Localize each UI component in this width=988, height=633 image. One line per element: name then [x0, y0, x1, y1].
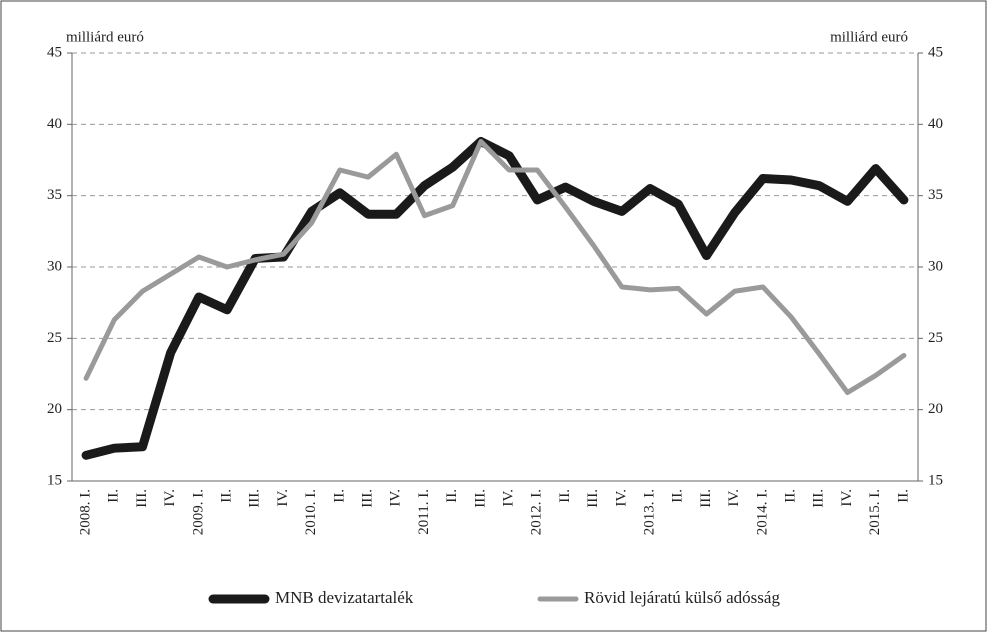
x-tick-label: II. [783, 489, 799, 503]
y-tick-label: 40 [47, 116, 62, 132]
y-tick-label: 45 [47, 44, 62, 60]
x-tick-label: II. [670, 489, 686, 503]
series-line [81, 136, 909, 460]
y2-tick-label: 15 [928, 472, 943, 488]
x-tick-label: IV. [501, 489, 517, 507]
x-tick-label: II. [444, 489, 460, 503]
y2-tick-label: 20 [928, 401, 943, 417]
x-tick-label: IV. [839, 489, 855, 507]
y-tick-label: 25 [47, 330, 62, 346]
y2-axis-label: milliárd euró [830, 29, 908, 45]
x-tick-label: III. [134, 489, 150, 508]
x-tick-label: III. [811, 489, 827, 508]
y2-tick-label: 35 [928, 187, 943, 203]
x-tick-label: 2015. I. [867, 489, 883, 535]
x-tick-label: II. [331, 489, 347, 503]
x-tick-label: 2014. I. [754, 489, 770, 535]
y-axis-label: milliárd euró [66, 29, 144, 45]
x-tick-label: 2012. I. [529, 489, 545, 535]
x-tick-label: II. [106, 489, 122, 503]
x-tick-label: II. [895, 489, 911, 503]
x-tick-label: III. [585, 489, 601, 508]
x-tick-label: 2009. I. [190, 489, 206, 535]
x-tick-label: IV. [388, 489, 404, 507]
y-tick-label: 30 [47, 258, 62, 274]
x-tick-label: IV. [613, 489, 629, 507]
x-tick-label: III. [698, 489, 714, 508]
x-tick-label: IV. [275, 489, 291, 507]
y-tick-label: 15 [47, 472, 62, 488]
x-tick-label: 2008. I. [78, 489, 94, 535]
x-tick-label: III. [360, 489, 376, 508]
x-tick-label: II. [219, 489, 235, 503]
x-tick-label: IV. [726, 489, 742, 507]
y-tick-label: 35 [47, 187, 62, 203]
x-tick-label: 2013. I. [642, 489, 658, 535]
legend-label: MNB devizatartalék [275, 588, 414, 607]
y2-tick-label: 40 [928, 116, 943, 132]
x-tick-label: III. [247, 489, 263, 508]
y2-tick-label: 45 [928, 44, 943, 60]
x-tick-label: II. [557, 489, 573, 503]
legend-label: Rövid lejáratú külső adósság [584, 588, 780, 607]
x-tick-label: 2010. I. [303, 489, 319, 535]
x-tick-label: IV. [162, 489, 178, 507]
y2-tick-label: 30 [928, 258, 943, 274]
y2-tick-label: 25 [928, 330, 943, 346]
x-tick-label: 2011. I. [416, 489, 432, 535]
series-line [83, 138, 907, 396]
x-tick-label: III. [472, 489, 488, 508]
y-tick-label: 20 [47, 401, 62, 417]
